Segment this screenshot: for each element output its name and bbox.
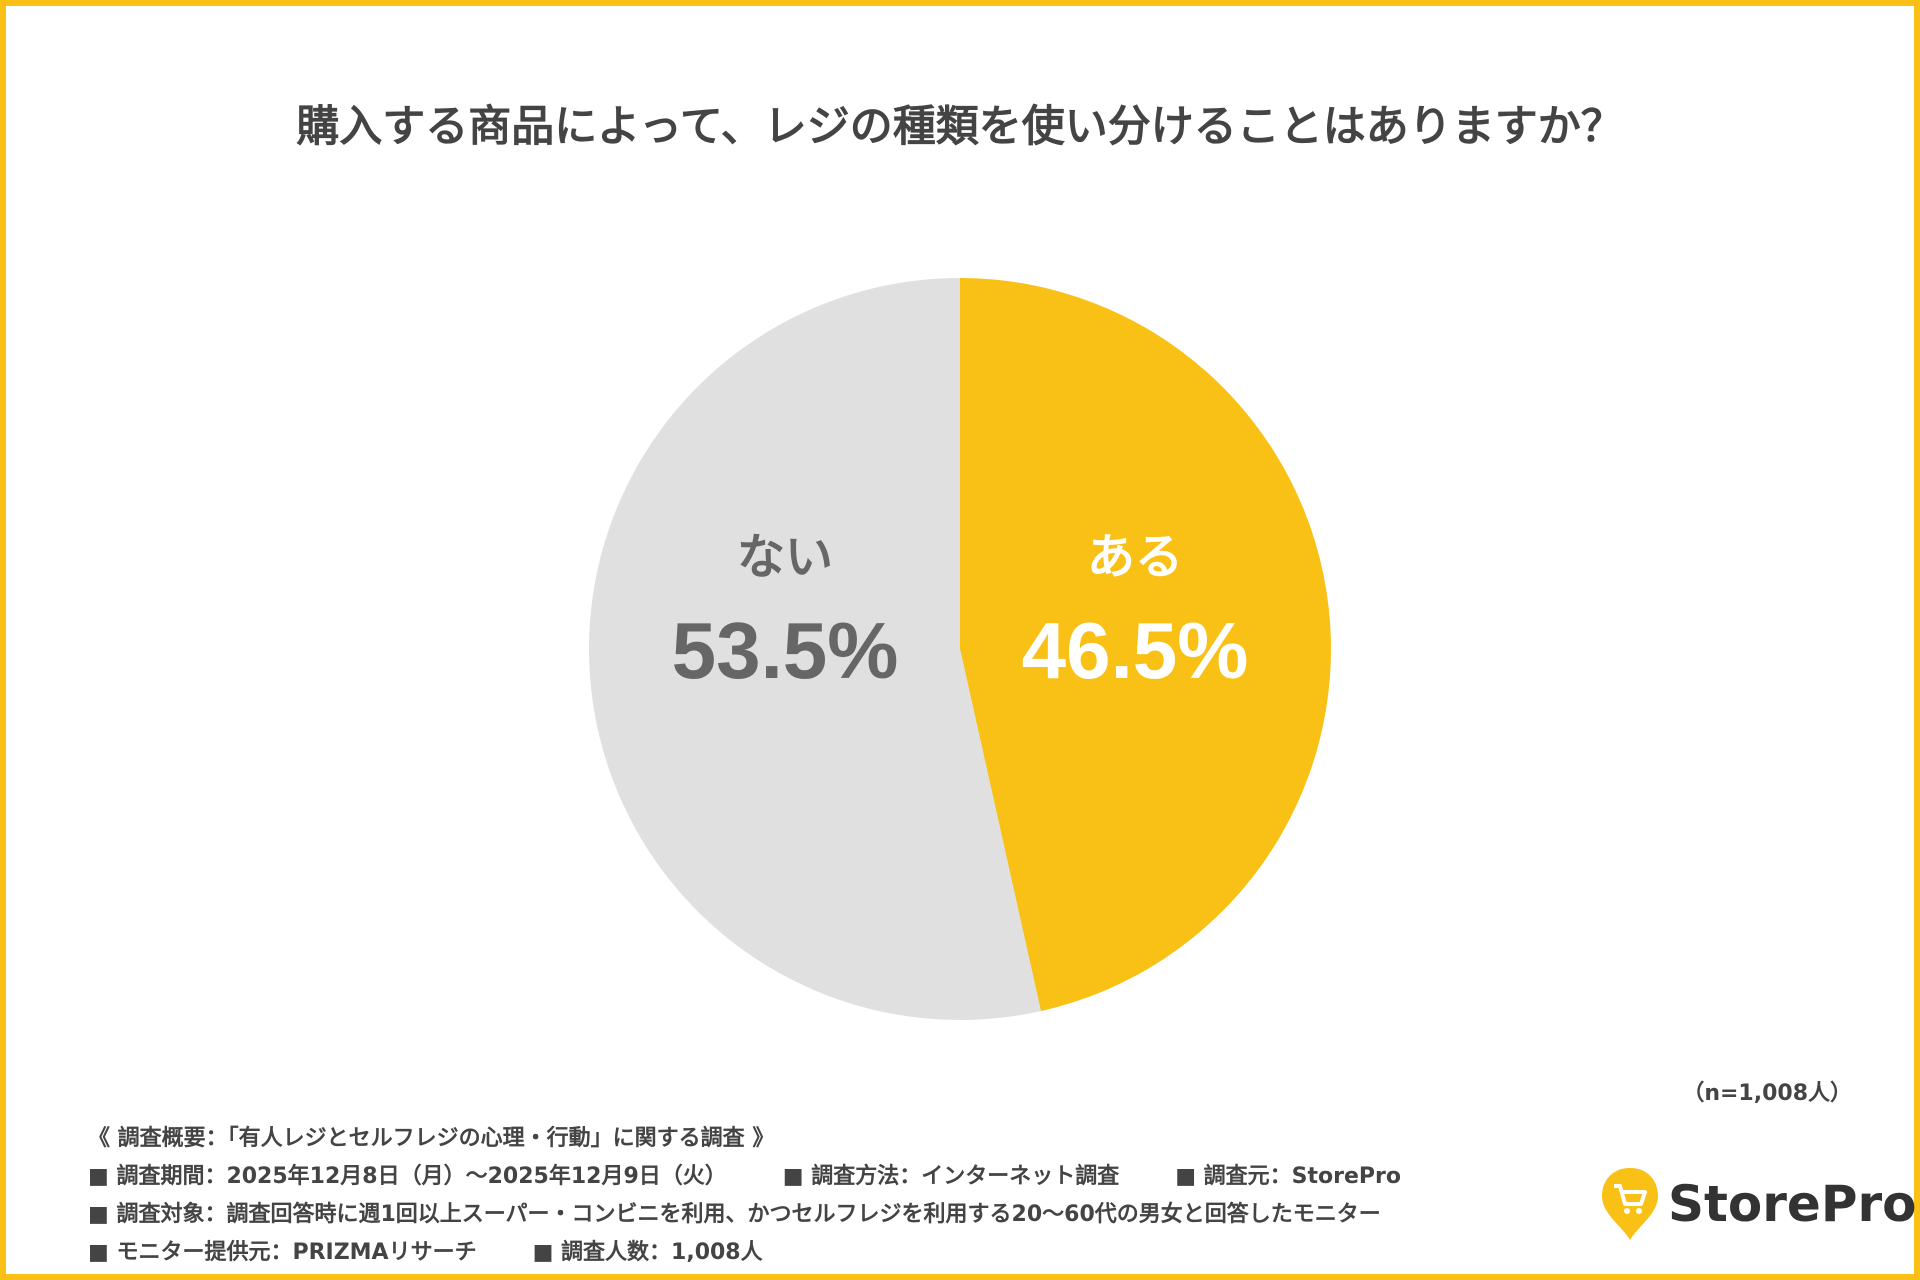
notes-row: ■ 調査対象：調査回答時に週1回以上スーパー・コンビニを利用、かつセルフレジを利… <box>88 1196 1457 1234</box>
note-period: ■ 調査期間：2025年12月8日（月）〜2025年12月9日（火） <box>88 1164 727 1189</box>
pie-slice-0 <box>960 278 1331 1012</box>
note-method: ■ 調査方法：インターネット調査 <box>782 1164 1120 1189</box>
slice-value-label: 53.5% <box>672 606 899 695</box>
pie-slice-1 <box>588 278 1041 1021</box>
cart-pin-icon <box>1602 1168 1658 1240</box>
storepro-logo: StorePro <box>1600 1166 1917 1242</box>
slice-label: ない <box>737 529 833 585</box>
note-count: ■ 調査人数：1,008人 <box>532 1240 763 1265</box>
notes-row: ■ 調査期間：2025年12月8日（月）〜2025年12月9日（火） ■ 調査方法… <box>88 1158 1457 1196</box>
note-provider: ■ モニター提供元：PRIZMAリサーチ <box>88 1240 477 1265</box>
slice-label: ある <box>1087 529 1183 585</box>
chart-title: 購入する商品によって、レジの種類を使い分けることはありますか？ <box>296 102 1624 152</box>
logo-text: StorePro <box>1668 1175 1917 1233</box>
note-source: ■ 調査元：StorePro <box>1175 1164 1401 1189</box>
survey-notes: 《 調査概要：「有人レジとセルフレジの心理・行動」に関する調査 》 ■ 調査期間… <box>88 1120 1457 1272</box>
sample-size: （n=1,008人） <box>1682 1081 1852 1106</box>
notes-row: ■ モニター提供元：PRIZMAリサーチ ■ 調査人数：1,008人 <box>88 1234 1457 1272</box>
note-target: ■ 調査対象：調査回答時に週1回以上スーパー・コンビニを利用、かつセルフレジを利… <box>88 1202 1381 1227</box>
slice-value-label: 46.5% <box>1022 606 1249 695</box>
notes-heading: 《 調査概要：「有人レジとセルフレジの心理・行動」に関する調査 》 <box>88 1126 775 1151</box>
